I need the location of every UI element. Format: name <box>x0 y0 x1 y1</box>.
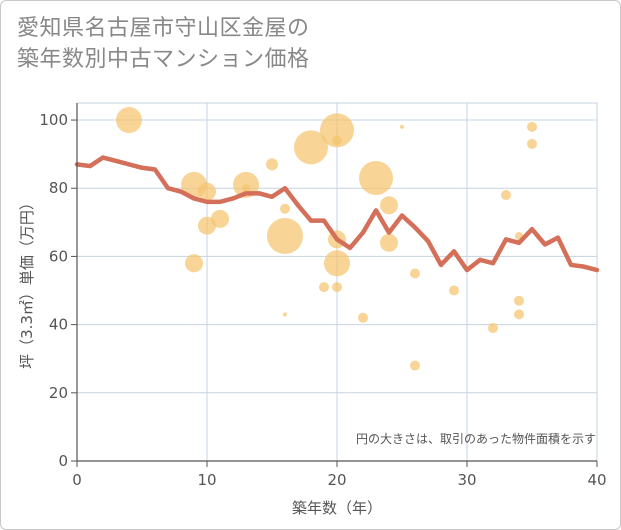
y-axis-title: 坪（3.3㎡）単価（万円） <box>18 195 36 369</box>
bubble-series <box>116 107 537 371</box>
y-tick-label: 60 <box>49 247 68 265</box>
bubble-point <box>380 196 398 215</box>
x-axis-title: 築年数（年） <box>292 499 382 517</box>
bubble-point <box>267 217 303 254</box>
y-tick-label: 100 <box>39 111 68 129</box>
chart-title-line-1: 愛知県名古屋市守山区金屋の <box>17 16 310 41</box>
bubble-point <box>410 360 420 371</box>
bubble-point <box>332 282 342 293</box>
bubble-point <box>319 282 329 293</box>
bubble-point <box>358 312 368 323</box>
bubble-point <box>527 121 537 132</box>
y-tick-label: 0 <box>58 452 68 470</box>
bubble-point <box>380 233 398 252</box>
bubble-point <box>320 113 354 148</box>
bubble-point <box>280 203 290 214</box>
trend-line-series <box>74 155 600 273</box>
bubble-point <box>116 107 142 134</box>
chart-title-line-2: 築年数別中古マンション価格 <box>17 47 310 72</box>
bubble-point <box>283 312 287 317</box>
bubble-point <box>185 254 203 273</box>
y-tick-label: 20 <box>49 384 68 402</box>
bubble-point <box>514 309 524 320</box>
bubble-point <box>400 124 404 129</box>
average-price-line <box>74 155 600 273</box>
bubble-point <box>527 138 537 149</box>
bubble-point <box>324 250 350 277</box>
y-tick-label: 40 <box>49 316 68 334</box>
chart-title: 愛知県名古屋市守山区金屋の 築年数別中古マンション価格 <box>17 13 310 75</box>
bubble-point <box>359 161 393 196</box>
size-legend-note: 円の大きさは、取引のあった物件面積を示す <box>356 431 596 446</box>
x-tick-label: 0 <box>72 471 82 489</box>
y-tick-label: 80 <box>49 179 68 197</box>
axes: 0 10 20 30 40 0 20 40 60 80 100 <box>39 103 607 489</box>
bubble-point <box>514 295 524 306</box>
bubble-point <box>294 130 328 165</box>
x-tick-label: 40 <box>587 471 606 489</box>
bubble-point <box>198 182 216 201</box>
bubble-point <box>410 268 420 279</box>
bubble-point <box>332 135 342 146</box>
bubble-point <box>266 158 278 171</box>
bubble-point <box>488 323 498 334</box>
bubble-point <box>211 209 229 228</box>
x-tick-label: 30 <box>457 471 476 489</box>
x-tick-label: 20 <box>327 471 346 489</box>
bubble-point <box>501 190 511 201</box>
x-tick-label: 10 <box>197 471 216 489</box>
bubble-point <box>449 285 459 296</box>
bubble-point <box>242 184 250 193</box>
